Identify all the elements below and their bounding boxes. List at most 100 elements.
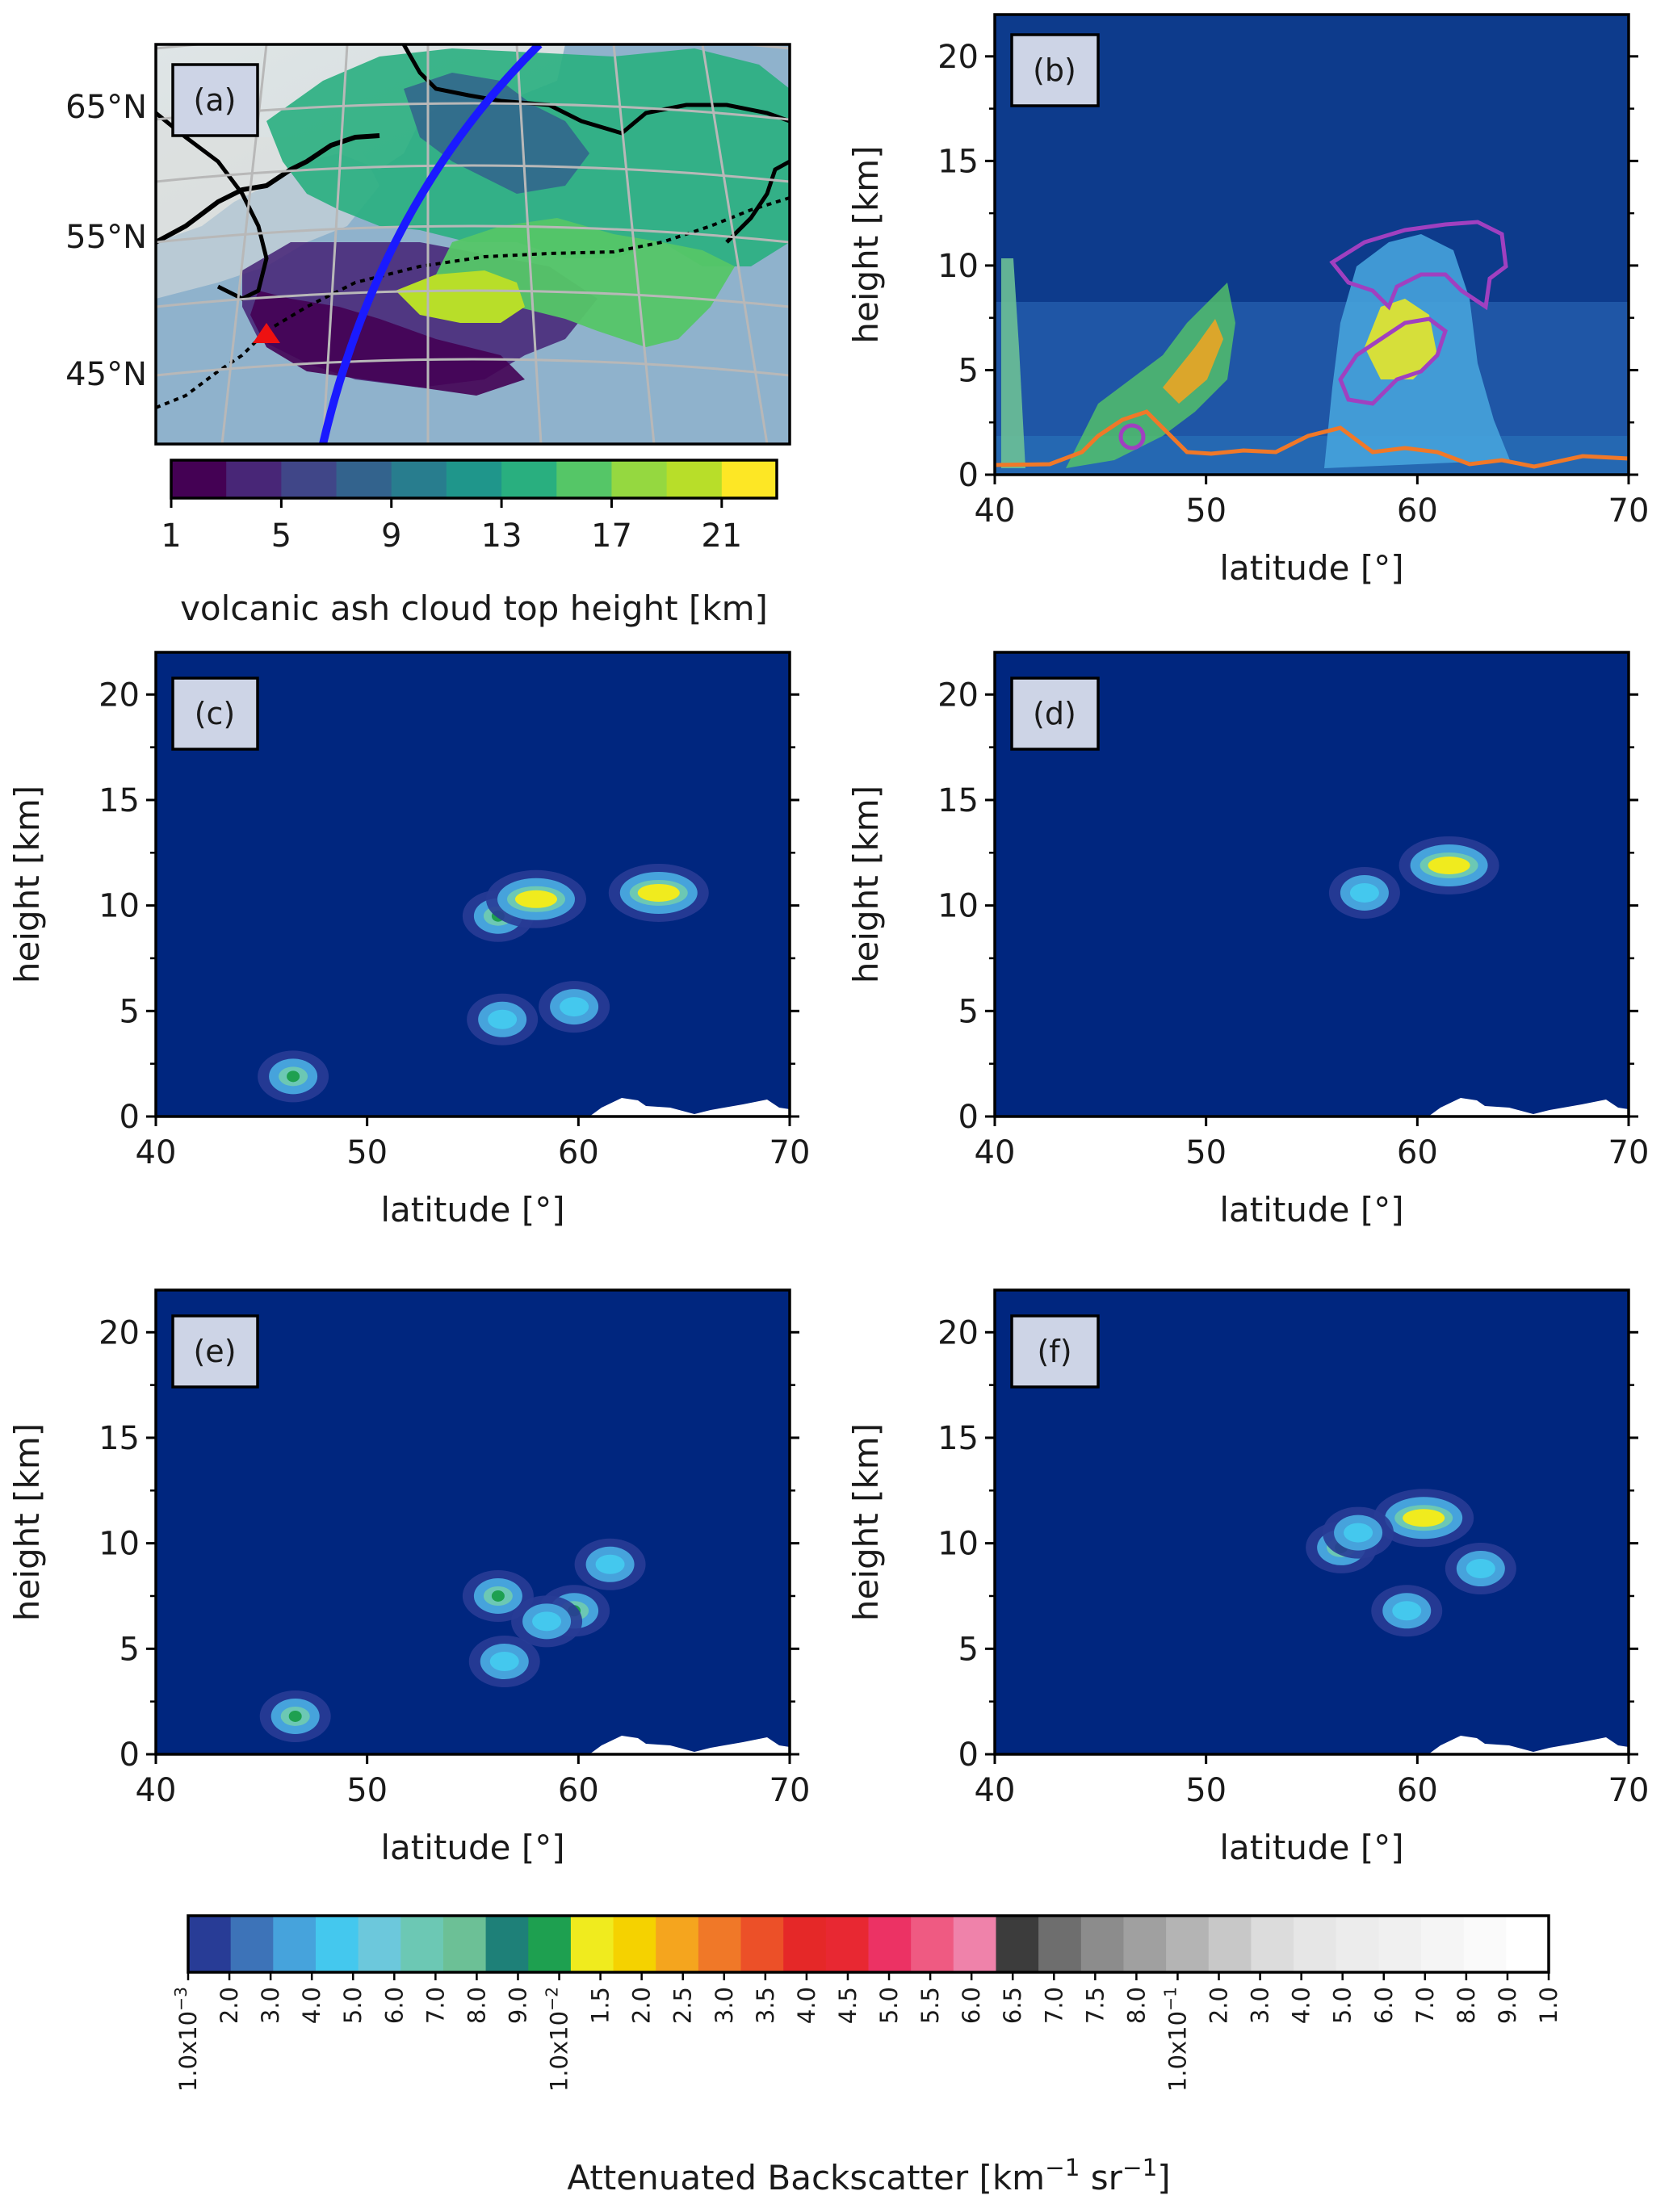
axes-c: 40 50 60 70 0 5 10 15 20 latitude [°] height [km]: [7, 677, 810, 1230]
ash-layer-dark: [250, 291, 525, 396]
backscatter-colorbar-swatch: [1080, 1916, 1124, 1972]
y-axis-label: height [km]: [846, 1423, 886, 1621]
backscatter-colorbar-swatch: [1166, 1916, 1210, 1972]
hotspot-inner: [1344, 1523, 1373, 1543]
y-tick-label: 5: [120, 1631, 140, 1668]
lat-label-65: 65°N: [65, 89, 147, 126]
panel-label-box-f: (f): [1010, 1314, 1100, 1389]
backscatter-colorbar-tick-label: 7.0: [421, 1987, 449, 2024]
hotspot-inner: [1349, 882, 1379, 903]
y-tick-label: 5: [120, 993, 140, 1030]
x-tick-label: 40: [975, 1772, 1016, 1809]
backscatter-colorbar-tick-label: 6.5: [999, 1987, 1026, 2024]
backscatter-colorbar-swatch: [570, 1916, 614, 1972]
backscatter-colorbar-tick-label: 7.5: [1081, 1987, 1109, 2024]
lat-label-45: 45°N: [65, 356, 147, 393]
panel-label-c: (c): [195, 696, 236, 731]
panel-e: (e): [154, 1288, 791, 1756]
lat-label-55: 55°N: [65, 219, 147, 256]
hotspot-inner: [489, 1652, 519, 1671]
backscatter-colorbar-swatch: [230, 1916, 274, 1972]
backscatter-colorbar-swatch: [1123, 1916, 1167, 1972]
backscatter-colorbar-swatch: [656, 1916, 699, 1972]
y-tick-label: 20: [937, 677, 979, 714]
backscatter-colorbar-tick-label: 8.0: [1122, 1987, 1150, 2024]
backscatter-colorbar-tick-label: 6.0: [958, 1987, 985, 2024]
backscatter-colorbar-tick-label: 7.0: [1411, 1987, 1439, 2024]
backscatter-colorbar-swatch: [1336, 1916, 1379, 1972]
backscatter-colorbar-tick-label: 6.0: [380, 1987, 408, 2024]
panel-label-d: (d): [1033, 696, 1076, 731]
backscatter-colorbar-swatch: [1506, 1916, 1549, 1972]
backscatter-colorbar-swatch: [485, 1916, 529, 1972]
backscatter-colorbar-swatch: [953, 1916, 996, 1972]
panel-f: (f): [993, 1288, 1630, 1756]
panel-f-hotspots: [1306, 1489, 1516, 1637]
hotspot-core: [515, 890, 557, 908]
x-tick-label: 50: [346, 1772, 388, 1809]
panel-d: (d): [993, 651, 1630, 1118]
x-tick-label: 60: [558, 1134, 599, 1171]
volcano-marker: [253, 323, 280, 343]
map-colorbar-tick-label: 17: [591, 517, 632, 555]
backscatter-colorbar-tick-label: 6.0: [1370, 1987, 1398, 2024]
backscatter-colorbar-swatch: [188, 1916, 232, 1972]
panel-e-terrain: [589, 1736, 790, 1754]
panel-d-hotspots: [1328, 836, 1499, 919]
y-tick-label: 15: [99, 782, 140, 819]
y-tick-label: 0: [958, 457, 979, 494]
feature-plume-west: [1001, 258, 1025, 468]
x-axis-label: latitude [°]: [1219, 1190, 1403, 1230]
map-colorbar-swatch: [666, 460, 723, 498]
x-tick-label: 40: [136, 1134, 177, 1171]
backscatter-colorbar-swatch: [698, 1916, 742, 1972]
panel-label-box-b: (b): [1010, 33, 1100, 107]
backscatter-colorbar-swatch: [911, 1916, 954, 1972]
backscatter-colorbar-swatch: [1294, 1916, 1337, 1972]
map-colorbar-tick-label: 5: [271, 517, 291, 555]
map-colorbar-swatch: [556, 460, 612, 498]
backscatter-colorbar-swatch: [783, 1916, 827, 1972]
map-colorbar-swatch: [281, 460, 338, 498]
backscatter-colorbar-swatch: [1378, 1916, 1422, 1972]
panel-d-frame: [993, 651, 1630, 1118]
x-tick-label: 60: [1397, 1772, 1438, 1809]
y-tick-label: 20: [937, 1314, 979, 1351]
x-tick-label: 70: [1608, 492, 1650, 530]
backscatter-colorbar-tick-label: 3.0: [711, 1987, 738, 2024]
hotspot-inner: [1466, 1559, 1495, 1578]
backscatter-colorbar: [188, 1916, 1549, 1972]
hotspot-core: [287, 1070, 300, 1083]
panel-label-box-e: (e): [171, 1314, 259, 1389]
backscatter-colorbar-swatch: [740, 1916, 784, 1972]
backscatter-colorbar-tick-label: 5.0: [339, 1987, 367, 2024]
backscatter-colorbar-tick-label: 4.0: [793, 1987, 820, 2024]
backscatter-colorbar-frame: [187, 1914, 1550, 1974]
axes-f: 40 50 60 70 0 5 10 15 20 latitude [°] height [km]: [846, 1314, 1649, 1867]
hotspot-core: [1428, 856, 1470, 874]
y-tick-label: 0: [958, 1737, 979, 1774]
backscatter-colorbar-tick-label: 1.0x10−2: [543, 1987, 573, 2092]
satellite-track: [319, 44, 543, 444]
map-colorbar: [171, 460, 778, 498]
hotspot-inner: [560, 997, 589, 1017]
model-contour-small: [1118, 423, 1146, 450]
backscatter-colorbar-swatch: [358, 1916, 401, 1972]
map-colorbar-swatch: [721, 460, 778, 498]
hotspot-core: [1403, 1509, 1445, 1527]
map-colorbar-tick-label: 9: [381, 517, 401, 555]
map-colorbar-swatch: [336, 460, 392, 498]
backscatter-colorbar-swatch: [1038, 1916, 1082, 1972]
backscatter-colorbar-swatch: [868, 1916, 912, 1972]
map-colorbar-swatch: [391, 460, 447, 498]
y-axis-label: height [km]: [846, 786, 886, 983]
panel-d-terrain: [1428, 1098, 1629, 1116]
panel-f-frame: [993, 1288, 1630, 1756]
y-tick-label: 20: [99, 1314, 140, 1351]
panel-f-terrain: [1428, 1736, 1629, 1754]
backscatter-colorbar-tick-label: 2.0: [216, 1987, 243, 2024]
aleutian-islands: [156, 196, 790, 409]
backscatter-colorbar-tick-label: 5.0: [875, 1987, 903, 2024]
backscatter-colorbar-swatch: [1421, 1916, 1465, 1972]
